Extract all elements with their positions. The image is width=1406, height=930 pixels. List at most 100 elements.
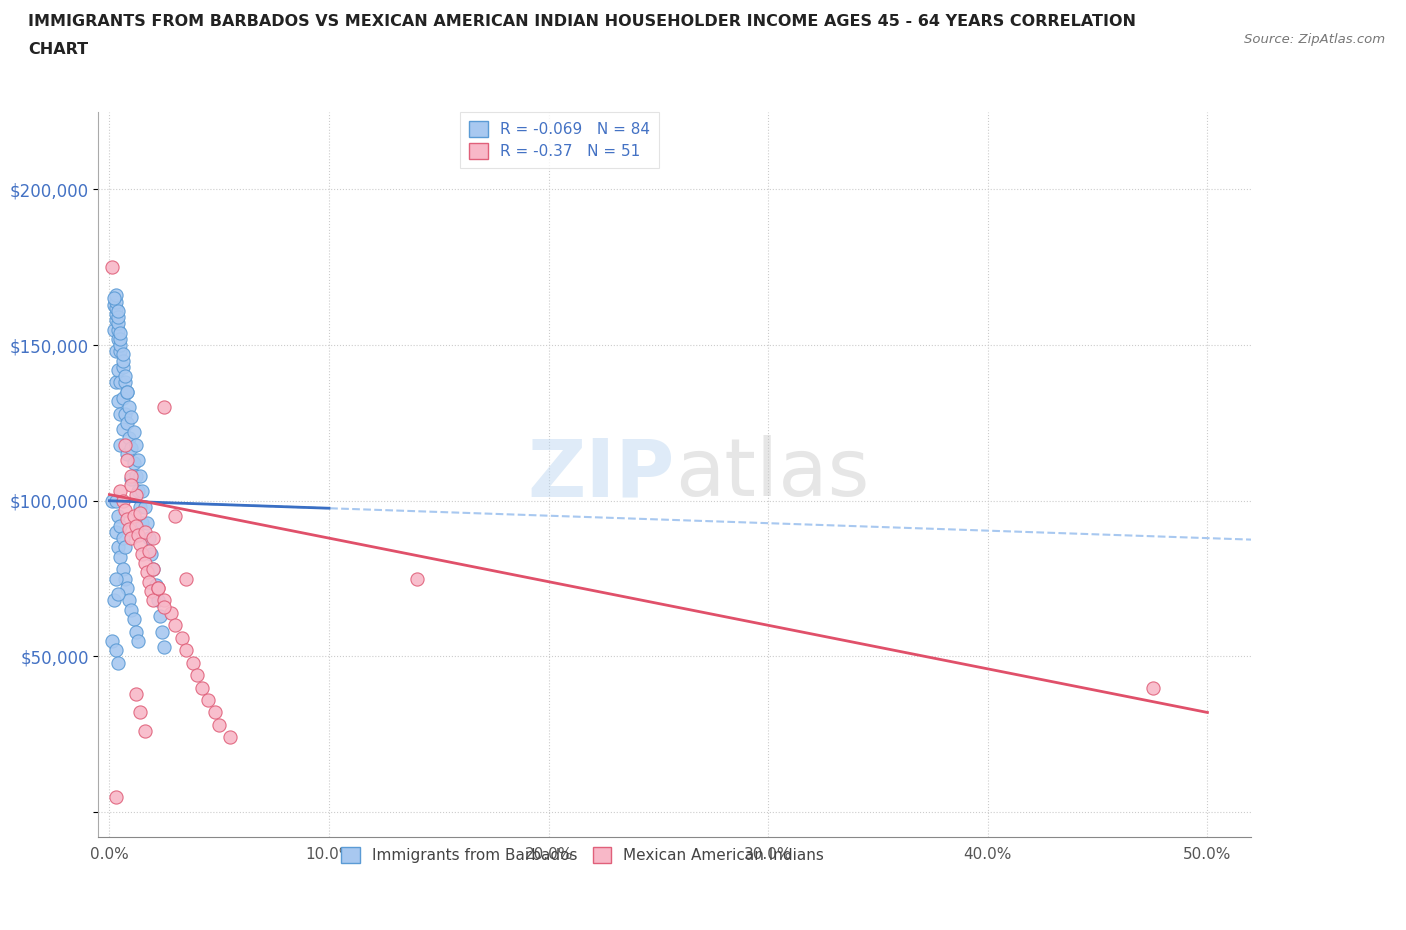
Point xyxy=(118,522,141,537)
Point xyxy=(129,506,152,521)
Point xyxy=(107,363,129,378)
Point xyxy=(115,580,138,595)
Point xyxy=(170,631,193,645)
Point xyxy=(107,656,129,671)
Point xyxy=(111,391,134,405)
Point xyxy=(122,509,145,524)
Point xyxy=(153,593,176,608)
Point xyxy=(131,515,153,530)
Legend: Immigrants from Barbados, Mexican American Indians: Immigrants from Barbados, Mexican Americ… xyxy=(335,841,830,870)
Point xyxy=(107,310,129,325)
Point xyxy=(181,656,204,671)
Point xyxy=(134,525,156,539)
Point xyxy=(107,316,129,331)
Point xyxy=(111,562,134,577)
Point xyxy=(122,425,145,440)
Point xyxy=(115,446,138,461)
Point xyxy=(103,593,125,608)
Point xyxy=(104,312,127,327)
Point xyxy=(111,347,134,362)
Point xyxy=(146,580,169,595)
Point xyxy=(129,499,152,514)
Point xyxy=(100,633,122,648)
Point xyxy=(142,562,165,577)
Point xyxy=(104,344,127,359)
Point xyxy=(118,432,141,446)
Point xyxy=(122,612,145,627)
Point xyxy=(111,493,134,508)
Point xyxy=(120,469,142,484)
Point xyxy=(208,717,231,732)
Point xyxy=(174,571,197,586)
Point xyxy=(160,605,183,620)
Point xyxy=(146,580,169,595)
Point xyxy=(125,437,148,452)
Point xyxy=(115,453,138,468)
Point xyxy=(120,472,142,486)
Point xyxy=(111,360,134,375)
Point xyxy=(115,416,138,431)
Point xyxy=(111,421,134,436)
Point xyxy=(107,322,129,337)
Text: atlas: atlas xyxy=(675,435,869,513)
Point xyxy=(139,546,162,561)
Point xyxy=(103,291,125,306)
Point xyxy=(127,484,149,498)
Point xyxy=(127,633,149,648)
Point xyxy=(104,294,127,309)
Point xyxy=(107,587,129,602)
Point xyxy=(129,469,152,484)
Point xyxy=(110,338,132,352)
Point xyxy=(149,608,172,623)
Point xyxy=(146,593,169,608)
Text: ZIP: ZIP xyxy=(527,435,675,513)
Point xyxy=(107,303,129,318)
Point xyxy=(131,546,153,561)
Point xyxy=(125,469,148,484)
Point xyxy=(134,555,156,570)
Point xyxy=(104,789,127,804)
Point xyxy=(100,493,122,508)
Point xyxy=(135,515,157,530)
Point xyxy=(111,353,134,368)
Point xyxy=(103,298,125,312)
Point xyxy=(115,384,138,399)
Point xyxy=(142,562,165,577)
Point xyxy=(110,375,132,390)
Point xyxy=(118,400,141,415)
Text: Source: ZipAtlas.com: Source: ZipAtlas.com xyxy=(1244,33,1385,46)
Point xyxy=(125,686,148,701)
Point xyxy=(120,603,142,618)
Point xyxy=(1142,680,1164,695)
Point xyxy=(125,518,148,533)
Point xyxy=(219,730,242,745)
Point xyxy=(125,487,148,502)
Point xyxy=(104,571,127,586)
Point xyxy=(127,453,149,468)
Point xyxy=(138,531,160,546)
Point xyxy=(120,531,142,546)
Point xyxy=(107,331,129,346)
Point xyxy=(153,400,176,415)
Point xyxy=(165,618,187,632)
Point xyxy=(107,509,129,524)
Point xyxy=(110,437,132,452)
Point xyxy=(127,527,149,542)
Point xyxy=(118,593,141,608)
Point xyxy=(110,518,132,533)
Point xyxy=(174,643,197,658)
Point xyxy=(204,705,226,720)
Point xyxy=(190,680,212,695)
Point xyxy=(114,502,136,517)
Point xyxy=(104,375,127,390)
Point xyxy=(153,599,176,614)
Point xyxy=(153,640,176,655)
Text: IMMIGRANTS FROM BARBADOS VS MEXICAN AMERICAN INDIAN HOUSEHOLDER INCOME AGES 45 -: IMMIGRANTS FROM BARBADOS VS MEXICAN AMER… xyxy=(28,14,1136,29)
Text: CHART: CHART xyxy=(28,42,89,57)
Point xyxy=(142,593,165,608)
Point xyxy=(104,643,127,658)
Point xyxy=(104,307,127,322)
Point xyxy=(110,406,132,421)
Point xyxy=(114,540,136,555)
Point xyxy=(115,384,138,399)
